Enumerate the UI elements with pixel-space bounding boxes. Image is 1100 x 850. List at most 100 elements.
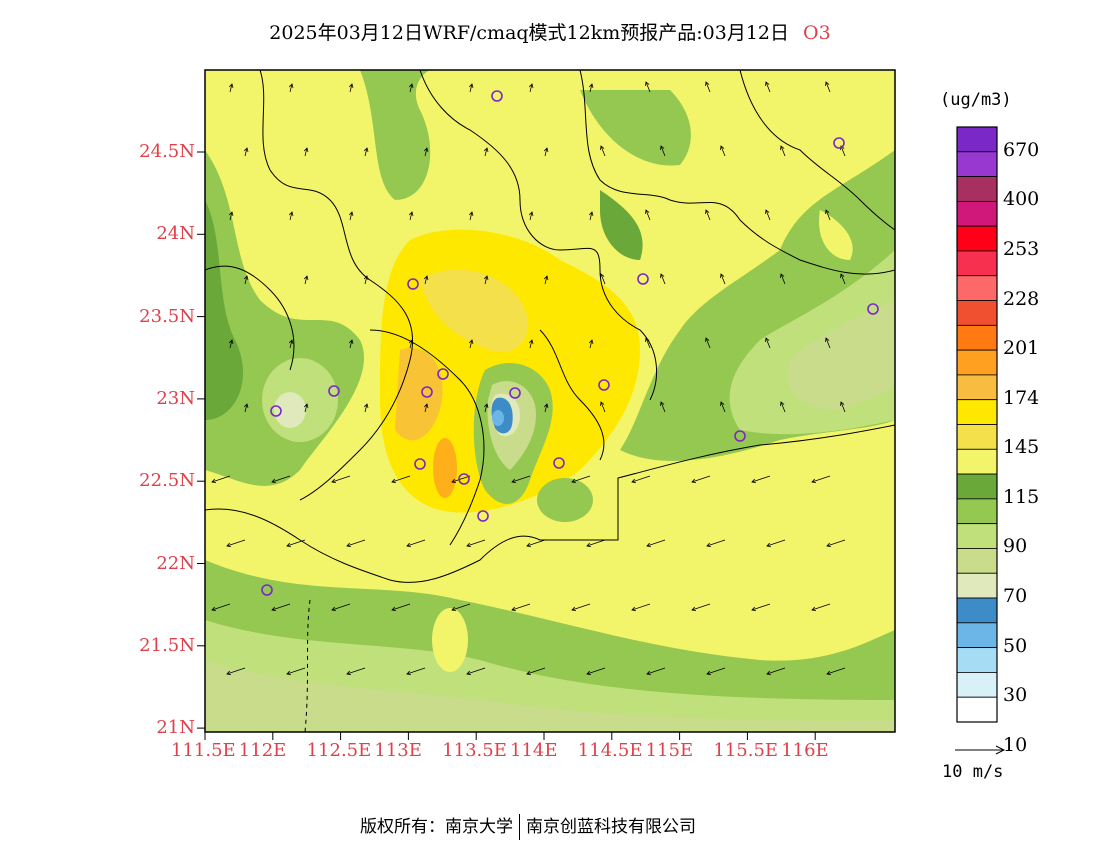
wind-vector [543,275,549,285]
wind-vector [243,275,249,285]
colorbar [956,126,998,723]
wind-vector [691,603,711,612]
wind-vector [645,81,651,93]
wind-vector [780,145,786,157]
station-marker [414,458,426,470]
wind-vector [646,667,666,676]
wind-vector [826,667,846,676]
wind-vector [706,667,726,676]
wind-vector [526,539,546,548]
wind-vector [271,603,291,612]
colorbar-swatch [956,176,998,202]
wind-vector [645,209,651,221]
wind-vector [691,475,711,484]
wind-vector [346,539,366,548]
wind-vector [451,603,471,612]
colorbar-swatch [956,622,998,649]
lon-label: 114E [510,740,558,761]
pollutant-species: O3 [803,22,831,44]
footer-left: 版权所有：南京大学 [360,817,513,837]
wind-vector [346,667,366,676]
wind-vector [825,81,831,93]
wind-vector [408,211,414,221]
colorbar-swatch [956,597,998,624]
station-marker [867,303,879,315]
wind-vector [705,337,711,349]
wind-vector [466,667,486,676]
wind-vector [511,603,531,612]
colorbar-tick-label: 201 [1003,337,1040,360]
wind-vector [226,667,246,676]
footer-divider [519,814,520,840]
wind-vector [303,147,309,157]
wind-vector [526,667,546,676]
colorbar-swatch [956,200,998,227]
wind-vector [780,273,786,285]
wind-vectors [211,81,846,676]
wind-vector [586,539,606,548]
colorbar-swatch [956,250,998,277]
wind-vector [766,539,786,548]
wind-reference-arrow [955,745,1006,755]
wind-vector [780,401,786,413]
wind-vector [391,475,411,484]
wind-vector [423,275,429,285]
wind-vector [571,475,591,484]
wind-vector [423,403,429,413]
colorbar-tick-label: 70 [1003,585,1028,608]
wind-vector [751,603,771,612]
station-marker [407,278,419,290]
colorbar-swatch [956,672,998,698]
colorbar-swatch [956,572,998,599]
wind-reference-label: 10 m/s [942,762,1004,782]
colorbar-tick-label: 253 [1003,237,1040,260]
wind-vector [660,401,666,413]
colorbar-swatch [956,275,998,301]
wind-vector [631,475,651,484]
map-title: 2025年03月12日WRF/cmaq模式12km预报产品:03月12日 O3 [0,18,1100,45]
wind-vector [348,211,354,221]
wind-vector [588,339,594,349]
colorbar-tick-label: 10 [1003,733,1028,756]
title-text: 2025年03月12日WRF/cmaq模式12km预报产品:03月12日 [269,22,790,44]
wind-vector [528,339,534,349]
colorbar-swatch [956,696,998,723]
wind-vector [766,667,786,676]
colorbar-tick-label: 228 [1003,287,1040,310]
colorbar-swatch [956,424,998,450]
concentration-field [205,70,895,732]
station-marker [491,90,503,102]
lat-label: 23.5N [139,305,195,327]
wind-vector [646,539,666,548]
station-marker [509,387,521,399]
axis-ticks [197,151,816,740]
wind-vector [543,403,549,413]
lon-label: 112E [238,740,287,761]
wind-vector [391,603,411,612]
wind-vector [243,403,249,413]
colorbar-swatch [956,399,998,425]
lon-label: 112.5E [306,740,372,761]
wind-vector [288,211,294,221]
lon-label: 111.5E [171,740,236,761]
wind-vector [825,209,831,221]
wind-vector [303,403,309,413]
colorbar-swatch [956,523,998,549]
station-marker [270,405,282,417]
wind-vector [288,339,294,349]
wind-vector [466,539,486,548]
lon-label: 113E [374,740,422,761]
colorbar-tick-label: 90 [1003,535,1028,558]
station-marker [833,137,845,149]
lon-label: 115.5E [713,740,779,761]
footer-right: 南京创蓝科技有限公司 [526,817,696,837]
lat-label: 22.5N [139,470,195,492]
lat-label: 24N [156,223,195,245]
wind-vector [543,147,549,157]
wind-vector [406,539,426,548]
wind-vector [228,83,234,93]
wind-vector [468,211,474,221]
wind-vector [811,603,831,612]
wind-vector [826,539,846,548]
